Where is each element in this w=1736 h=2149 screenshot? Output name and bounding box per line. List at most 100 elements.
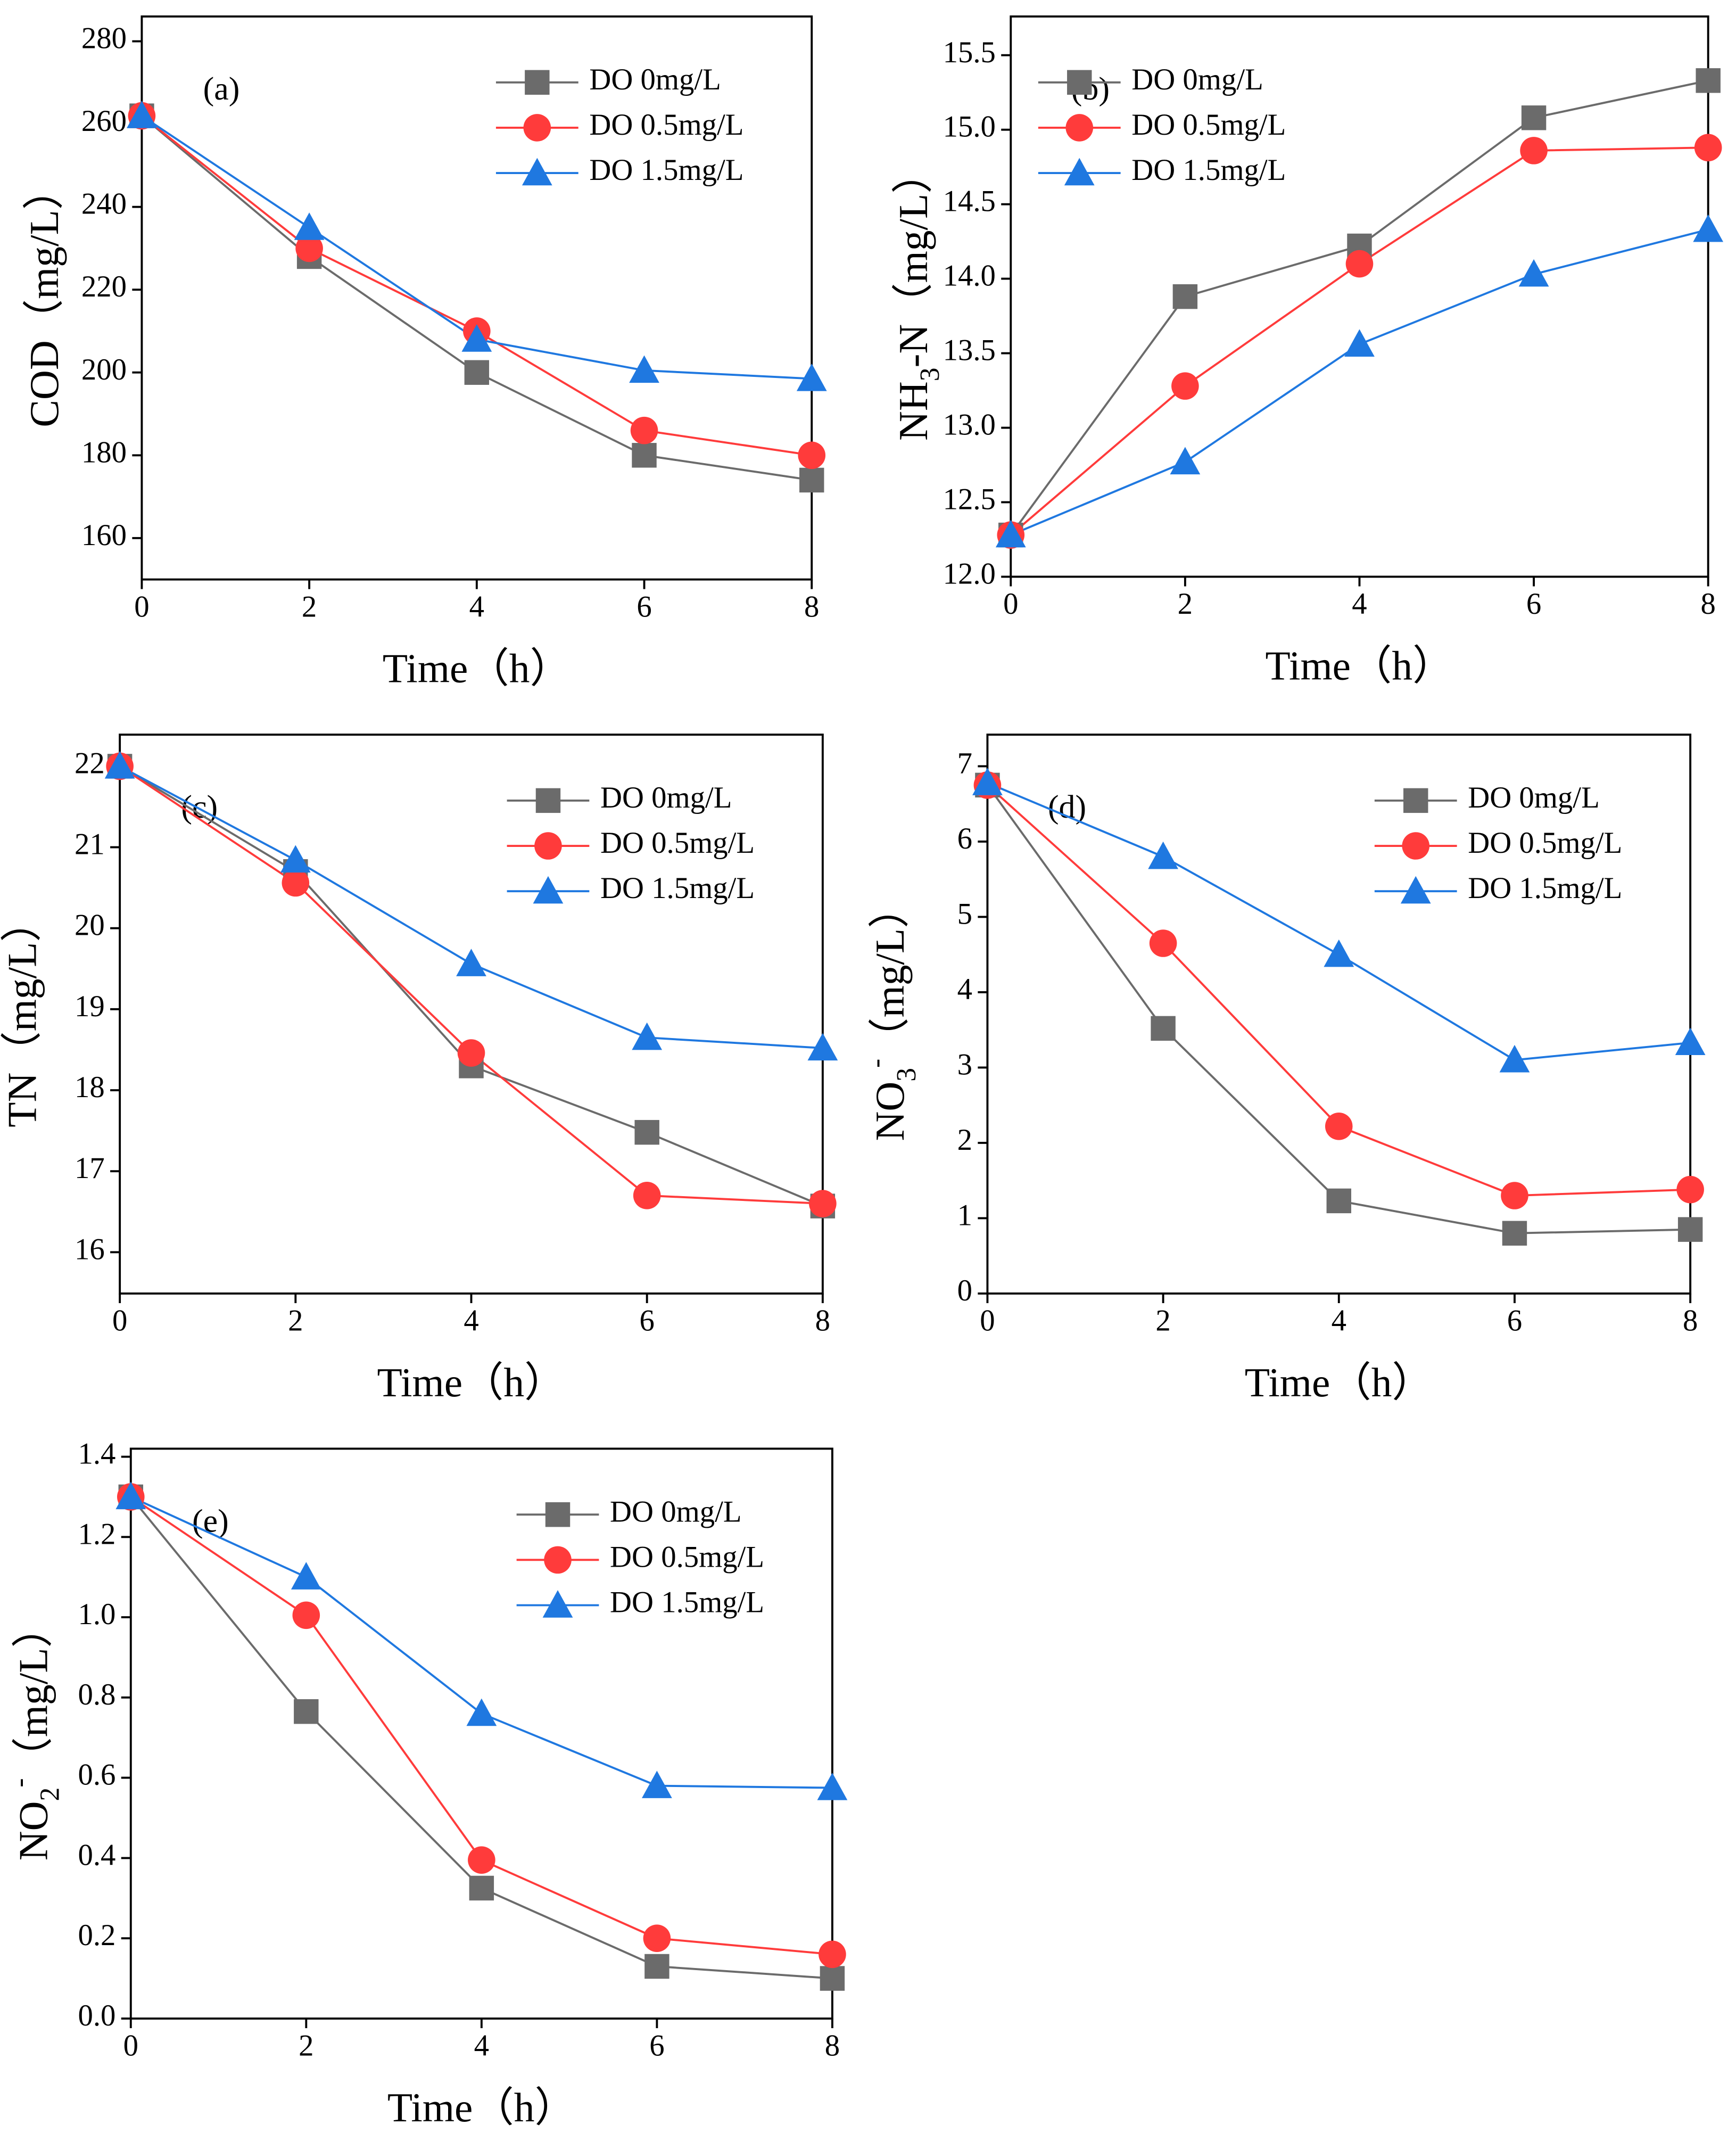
y-tick-label: 7 bbox=[957, 747, 972, 780]
marker bbox=[995, 520, 1026, 548]
x-tick-label: 8 bbox=[825, 2029, 840, 2063]
y-tick-label: 17 bbox=[75, 1151, 105, 1185]
marker bbox=[291, 1562, 321, 1590]
x-axis-label: Time（h） bbox=[387, 2085, 576, 2130]
x-tick-label: 6 bbox=[1507, 1304, 1522, 1338]
marker bbox=[796, 364, 827, 391]
legend-label: DO 1.5mg/L bbox=[589, 153, 743, 187]
plot-frame bbox=[129, 1447, 833, 2020]
marker bbox=[1694, 134, 1722, 162]
panel-label: (a) bbox=[203, 71, 240, 107]
marker bbox=[972, 768, 1003, 795]
marker bbox=[525, 70, 550, 95]
x-axis-label: Time（h） bbox=[377, 1360, 566, 1405]
legend-label: DO 0.5mg/L bbox=[600, 826, 755, 860]
x-tick-label: 0 bbox=[134, 590, 149, 623]
x-tick-label: 6 bbox=[636, 590, 651, 623]
marker bbox=[544, 1546, 572, 1574]
y-tick-label: 0.6 bbox=[78, 1758, 115, 1792]
legend-label: DO 0mg/L bbox=[1468, 781, 1599, 814]
panel: 160 180 200 220 240 260 280 0 2 4 6 8 Time（h） COD（mg/… bbox=[21, 15, 827, 691]
marker bbox=[1696, 68, 1721, 93]
marker bbox=[817, 1773, 848, 1800]
marker bbox=[1149, 929, 1177, 957]
y-tick-label: 22 bbox=[75, 746, 105, 780]
x-tick-label: 4 bbox=[464, 1304, 478, 1338]
y-tick-label: 180 bbox=[81, 435, 127, 469]
x-tick-label: 0 bbox=[123, 2029, 138, 2063]
marker bbox=[820, 1966, 845, 1991]
marker bbox=[457, 1039, 485, 1067]
marker bbox=[1172, 284, 1198, 309]
marker bbox=[1067, 70, 1092, 95]
legend-label: DO 1.5mg/L bbox=[1131, 153, 1286, 187]
y-tick-label: 13.0 bbox=[943, 408, 996, 442]
legend-label: DO 0mg/L bbox=[1131, 63, 1263, 96]
marker bbox=[523, 114, 551, 142]
x-tick-label: 2 bbox=[1155, 1304, 1170, 1338]
marker bbox=[1064, 158, 1095, 186]
x-tick-label: 8 bbox=[1700, 587, 1715, 621]
x-tick-label: 6 bbox=[1526, 587, 1541, 621]
legend-label: DO 0mg/L bbox=[610, 1495, 741, 1528]
marker bbox=[807, 1033, 838, 1061]
marker bbox=[294, 1699, 319, 1724]
marker bbox=[1065, 114, 1094, 142]
y-axis-label-part: COD（mg/L） bbox=[21, 169, 67, 427]
legend-label: DO 0.5mg/L bbox=[1131, 108, 1286, 142]
marker bbox=[1345, 250, 1374, 278]
marker bbox=[1677, 1217, 1703, 1242]
marker bbox=[1400, 876, 1431, 904]
y-tick-label: 160 bbox=[81, 518, 127, 552]
marker bbox=[127, 101, 157, 128]
y-axis-label-part: TN（mg/L） bbox=[0, 901, 45, 1127]
marker bbox=[644, 1954, 669, 1979]
marker bbox=[469, 1875, 494, 1901]
y-tick-label: 14.5 bbox=[943, 185, 996, 218]
marker bbox=[1151, 1016, 1176, 1041]
marker bbox=[629, 355, 659, 383]
y-tick-label: 21 bbox=[75, 828, 105, 861]
y-tick-label: 12.5 bbox=[943, 482, 996, 516]
y-tick-label: 0.0 bbox=[78, 1999, 115, 2032]
marker bbox=[535, 788, 561, 813]
legend-label: DO 0.5mg/L bbox=[1468, 826, 1622, 860]
y-axis-label-part: NH bbox=[890, 381, 936, 441]
plot-frame bbox=[119, 734, 824, 1295]
y-tick-label: 2 bbox=[957, 1123, 972, 1157]
legend-label: DO 1.5mg/L bbox=[600, 871, 755, 905]
x-tick-label: 2 bbox=[299, 2029, 313, 2063]
y-axis-label: TN（mg/L） bbox=[0, 901, 45, 1127]
marker bbox=[534, 832, 562, 860]
y-tick-label: 200 bbox=[81, 353, 127, 386]
y-tick-label: 0 bbox=[957, 1274, 972, 1307]
marker bbox=[1502, 1221, 1527, 1246]
y-axis-label: NO3-（mg/L） bbox=[861, 887, 922, 1141]
y-axis-label-part: - bbox=[861, 1059, 891, 1068]
x-tick-label: 4 bbox=[1352, 587, 1367, 621]
x-axis-label: Time（h） bbox=[1245, 1360, 1433, 1405]
marker bbox=[1520, 137, 1548, 164]
plot-frame bbox=[140, 15, 813, 581]
y-tick-label: 1.4 bbox=[78, 1437, 115, 1471]
marker bbox=[115, 1481, 146, 1510]
y-axis-label-part: 3 bbox=[915, 367, 945, 381]
x-tick-label: 4 bbox=[469, 590, 484, 623]
marker bbox=[294, 212, 325, 240]
x-axis-label: Time（h） bbox=[1265, 643, 1453, 689]
marker bbox=[1693, 214, 1724, 242]
panel-label: (d) bbox=[1048, 789, 1086, 825]
y-tick-label: 18 bbox=[75, 1071, 105, 1104]
legend-label: DO 0mg/L bbox=[589, 63, 721, 96]
y-axis-label-part: NO bbox=[867, 1082, 913, 1141]
marker bbox=[1325, 1113, 1353, 1140]
panel: 12.0 12.5 13.0 13.5 14.0 14.5 15.0 15.5 0 2 4 6 8 Tim… bbox=[890, 15, 1724, 689]
marker bbox=[643, 1924, 671, 1952]
marker bbox=[1518, 259, 1549, 287]
x-tick-label: 2 bbox=[302, 590, 317, 623]
marker bbox=[1344, 329, 1375, 357]
y-tick-label: 0.2 bbox=[78, 1919, 115, 1952]
